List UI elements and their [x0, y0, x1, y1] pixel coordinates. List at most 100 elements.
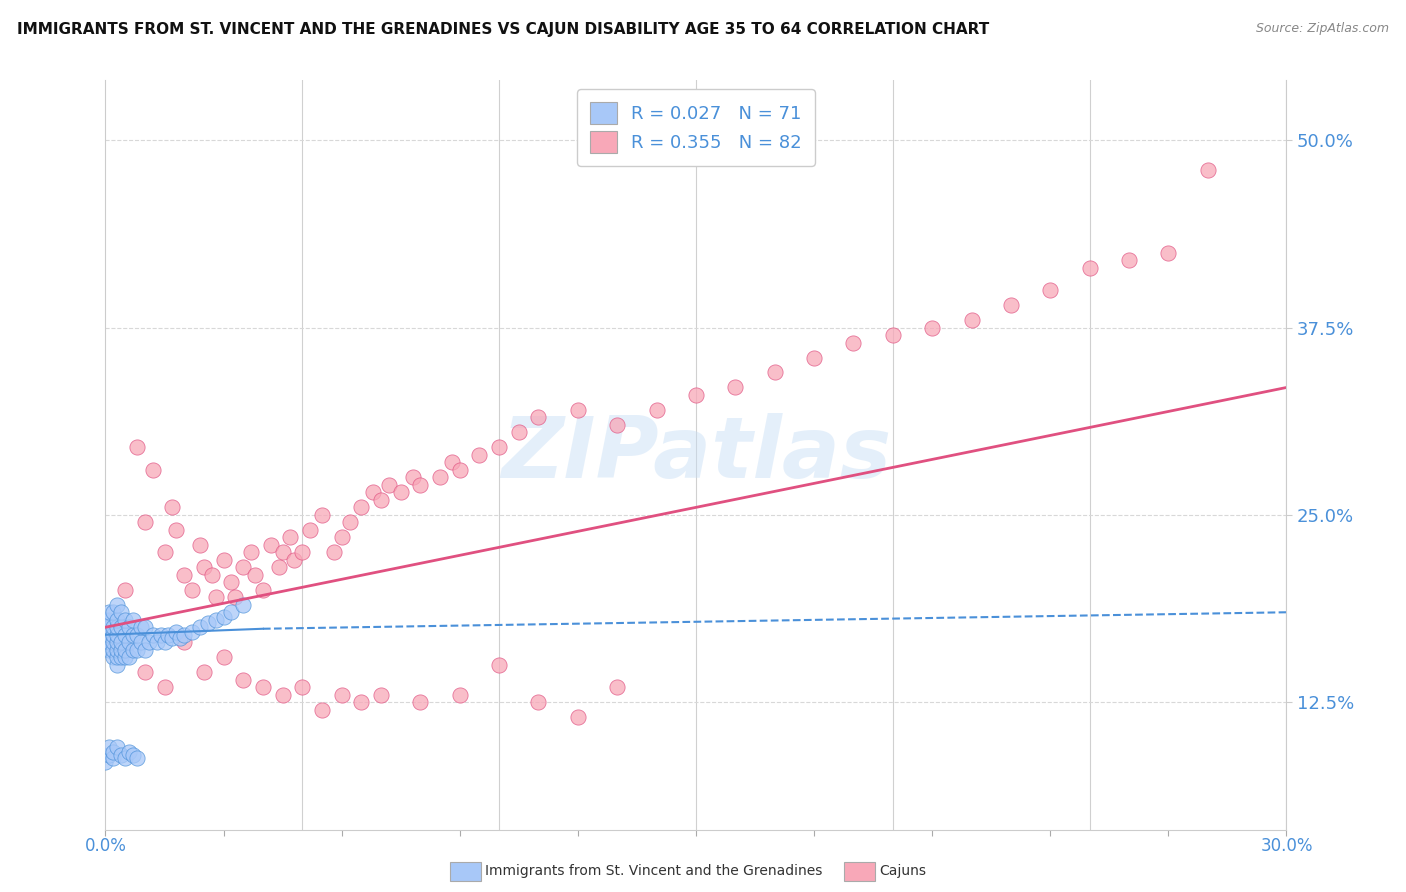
Point [921, 320, 943, 334]
Point [129, 620, 152, 634]
Point [370, 688, 392, 702]
Point [181, 624, 204, 639]
Point [125, 441, 148, 455]
Point [401, 470, 423, 484]
Point [173, 628, 195, 642]
Point [193, 560, 215, 574]
Point [188, 538, 211, 552]
Point [567, 710, 589, 724]
Point [103, 642, 125, 657]
Point [118, 620, 141, 634]
Point [110, 642, 132, 657]
Point [685, 388, 707, 402]
Point [105, 620, 128, 634]
Point [105, 657, 128, 672]
Point [267, 560, 290, 574]
Point [134, 665, 156, 680]
Point [252, 680, 274, 694]
Point [606, 680, 628, 694]
Text: Immigrants from St. Vincent and the Grenadines: Immigrants from St. Vincent and the Gren… [485, 864, 823, 879]
Point [378, 478, 401, 492]
Point [252, 582, 274, 597]
Point [114, 750, 136, 764]
Point [134, 620, 156, 634]
Point [110, 635, 132, 649]
Point [201, 567, 224, 582]
Point [105, 740, 128, 755]
Point [527, 410, 550, 425]
Point [567, 403, 589, 417]
Point [114, 613, 136, 627]
Point [299, 523, 322, 537]
Point [105, 598, 128, 612]
Legend: R = 0.027   N = 71, R = 0.355   N = 82: R = 0.027 N = 71, R = 0.355 N = 82 [578, 89, 814, 166]
Point [224, 591, 246, 605]
Point [311, 508, 333, 522]
Point [449, 463, 471, 477]
Point [94, 613, 117, 627]
Point [103, 605, 125, 619]
Point [280, 530, 302, 544]
Point [142, 463, 165, 477]
Point [271, 545, 294, 559]
Point [110, 747, 132, 762]
Point [103, 635, 125, 649]
Point [283, 553, 305, 567]
Point [94, 620, 117, 634]
Point [221, 605, 243, 619]
Point [110, 650, 132, 665]
Point [105, 635, 128, 649]
Point [114, 628, 136, 642]
Point [1118, 253, 1140, 268]
Point [232, 673, 254, 687]
Point [114, 642, 136, 657]
Text: ZIPatlas: ZIPatlas [501, 413, 891, 497]
Point [240, 545, 263, 559]
Point [114, 642, 136, 657]
Point [409, 478, 432, 492]
Point [1000, 298, 1022, 312]
Point [842, 335, 865, 350]
Point [350, 695, 373, 709]
Text: IMMIGRANTS FROM ST. VINCENT AND THE GRENADINES VS CAJUN DISABILITY AGE 35 TO 64 : IMMIGRANTS FROM ST. VINCENT AND THE GREN… [17, 22, 990, 37]
Point [232, 598, 254, 612]
Point [212, 650, 235, 665]
Point [165, 624, 187, 639]
Point [105, 642, 128, 657]
Point [105, 628, 128, 642]
Point [193, 665, 215, 680]
Point [468, 448, 491, 462]
Point [188, 620, 211, 634]
Point [149, 628, 172, 642]
Point [125, 750, 148, 764]
Point [98, 642, 121, 657]
Point [103, 750, 125, 764]
Point [221, 575, 243, 590]
Point [1039, 283, 1062, 297]
Point [98, 620, 121, 634]
Point [153, 545, 176, 559]
Point [173, 567, 195, 582]
Point [103, 628, 125, 642]
Point [114, 650, 136, 665]
Point [527, 695, 550, 709]
Point [181, 582, 204, 597]
Point [110, 620, 132, 634]
Point [763, 366, 786, 380]
Point [291, 680, 314, 694]
Point [449, 688, 471, 702]
Point [1078, 260, 1101, 275]
Text: 30.0%: 30.0% [1260, 837, 1313, 855]
Point [103, 620, 125, 634]
Point [204, 591, 226, 605]
Point [311, 703, 333, 717]
Point [173, 635, 195, 649]
Point [98, 635, 121, 649]
Point [138, 635, 160, 649]
Point [122, 613, 145, 627]
Point [409, 695, 432, 709]
Point [105, 650, 128, 665]
Point [803, 351, 825, 365]
Point [350, 500, 373, 515]
Point [212, 553, 235, 567]
